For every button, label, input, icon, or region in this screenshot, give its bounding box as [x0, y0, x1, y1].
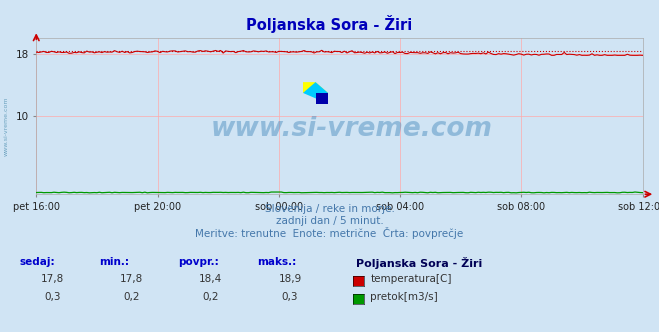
Text: www.si-vreme.com: www.si-vreme.com [210, 116, 492, 142]
Text: 17,8: 17,8 [120, 274, 144, 284]
Polygon shape [316, 93, 328, 104]
Text: 17,8: 17,8 [41, 274, 65, 284]
Text: Poljanska Sora - Žiri: Poljanska Sora - Žiri [246, 15, 413, 33]
Text: temperatura[C]: temperatura[C] [370, 274, 452, 284]
Polygon shape [303, 82, 328, 93]
Text: zadnji dan / 5 minut.: zadnji dan / 5 minut. [275, 216, 384, 226]
Text: maks.:: maks.: [257, 257, 297, 267]
Text: Meritve: trenutne  Enote: metrične  Črta: povprečje: Meritve: trenutne Enote: metrične Črta: … [195, 227, 464, 239]
Text: 18,4: 18,4 [199, 274, 223, 284]
Text: min.:: min.: [99, 257, 129, 267]
Text: sedaj:: sedaj: [20, 257, 55, 267]
Text: Slovenija / reke in morje.: Slovenija / reke in morje. [264, 204, 395, 214]
Text: 0,3: 0,3 [281, 292, 299, 302]
Text: www.si-vreme.com: www.si-vreme.com [4, 96, 9, 156]
Text: 18,9: 18,9 [278, 274, 302, 284]
Text: 0,3: 0,3 [44, 292, 61, 302]
Text: Poljanska Sora - Žiri: Poljanska Sora - Žiri [356, 257, 482, 269]
Text: pretok[m3/s]: pretok[m3/s] [370, 292, 438, 302]
Text: 0,2: 0,2 [202, 292, 219, 302]
Polygon shape [303, 82, 328, 104]
Text: 0,2: 0,2 [123, 292, 140, 302]
Text: povpr.:: povpr.: [178, 257, 219, 267]
